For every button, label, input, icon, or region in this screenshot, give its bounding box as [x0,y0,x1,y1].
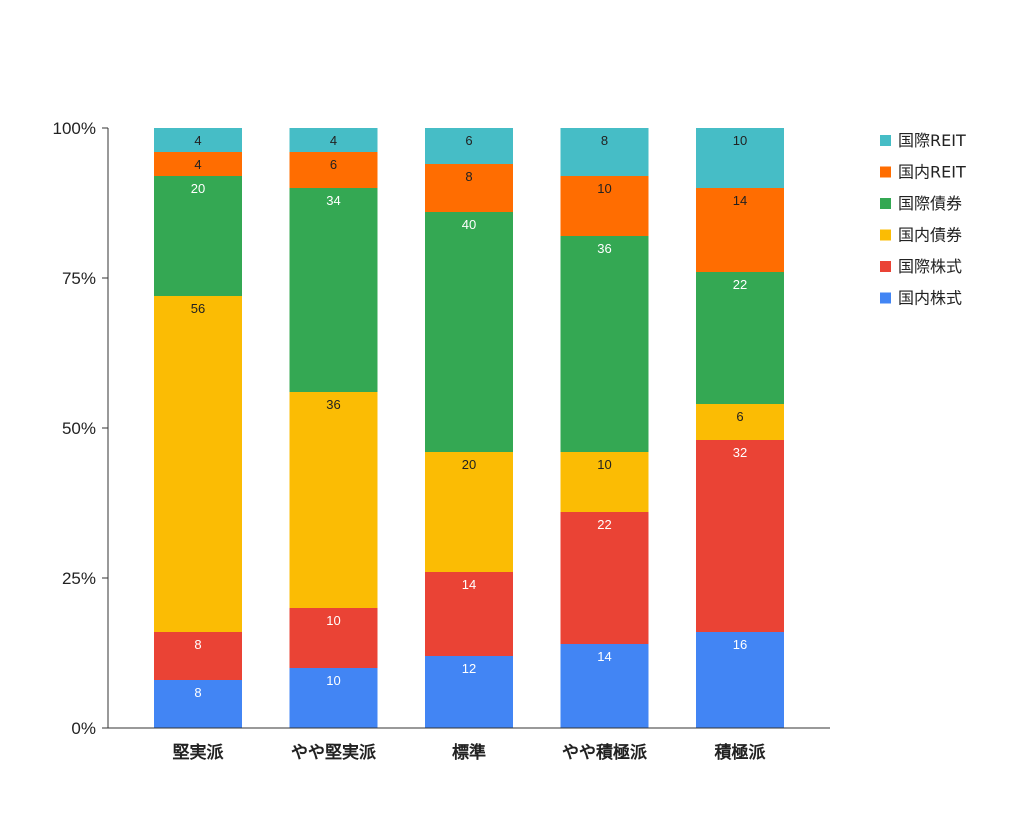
legend-label: 国際REIT [898,131,966,150]
data-label: 14 [597,649,611,664]
data-label: 10 [326,673,340,688]
y-axis-ticks: 0% 25% 50% 75% 100% [53,119,108,738]
data-label: 8 [465,169,472,184]
category-label: やや積極派 [562,742,648,763]
bar-segment [154,296,242,632]
y-tick-label: 75% [62,269,96,288]
y-tick-label: 0% [71,719,96,738]
bar-segment [696,404,784,440]
data-label: 22 [733,277,747,292]
data-label: 56 [191,301,205,316]
data-label: 20 [462,457,476,472]
bar-segment [696,272,784,404]
legend-swatch [880,135,891,146]
bar-segment [560,128,649,176]
y-tick-label: 100% [53,119,96,138]
bar-segment [289,608,378,668]
bar-segment [154,632,242,680]
bar-segment [696,440,784,632]
bar-segment [560,452,649,512]
bar-segment [560,644,649,728]
legend-label: 国内株式 [898,289,962,308]
bar-segment [560,512,649,644]
legend-label: 国際債券 [898,194,962,213]
data-label: 34 [326,193,340,208]
y-tick-label: 25% [62,569,96,588]
bar-segment [425,128,513,164]
data-label: 16 [733,637,747,652]
data-label: 22 [597,517,611,532]
bar-segment [154,152,242,176]
bar-segment [560,236,649,452]
data-label: 4 [194,157,201,172]
bar-segment [289,152,378,188]
data-label: 6 [465,133,472,148]
data-label: 40 [462,217,476,232]
bar-segment [289,392,378,608]
data-label: 36 [597,241,611,256]
bars-layer [154,128,784,728]
y-tick-label: 50% [62,419,96,438]
data-label: 10 [597,457,611,472]
category-label: 積極派 [715,742,767,763]
bar-segment [560,176,649,236]
bar-segment [154,128,242,152]
bar-segment [696,188,784,272]
category-label: 堅実派 [173,742,225,763]
legend-swatch [880,229,891,241]
data-label: 4 [330,133,337,148]
bar-segment [289,188,378,392]
bar-segment [154,680,242,728]
legend-label: 国際株式 [898,257,962,276]
data-label: 6 [330,157,337,172]
data-label: 8 [194,637,201,652]
data-label: 4 [194,133,201,148]
bar-segment [289,668,378,728]
bar-segment [425,212,513,452]
legend-label: 国内REIT [898,163,966,182]
bar-segment [425,164,513,212]
data-label: 36 [326,397,340,412]
category-label: やや堅実派 [291,742,377,763]
data-label: 32 [733,445,747,460]
bar-segment [696,128,784,188]
data-label: 14 [462,577,476,592]
data-label: 8 [601,133,608,148]
data-label: 12 [462,661,476,676]
data-label: 8 [194,685,201,700]
x-axis-categories: 堅実派 やや堅実派 標準 やや積極派 積極派 [173,742,767,763]
segment-labels-layer: 8 8 56 20 4 4 10 10 36 34 6 4 12 14 20 40 8 6 14 22 10 36 10 8 1… [191,133,747,700]
bar-segment [425,572,513,656]
legend-swatch [880,166,891,178]
legend-label: 国内債券 [898,226,962,245]
data-label: 10 [326,613,340,628]
bar-segment [289,128,378,152]
legend-swatch [880,198,891,209]
legend-swatch [880,261,891,272]
bar-segment [696,632,784,728]
bar-segment [154,176,242,296]
category-label: 標準 [452,742,486,763]
data-label: 10 [597,181,611,196]
data-label: 20 [191,181,205,196]
data-label: 6 [736,409,743,424]
data-label: 10 [733,133,747,148]
legend-swatch [880,292,891,304]
bar-segment [425,452,513,572]
data-label: 14 [733,193,747,208]
bar-segment [425,656,513,728]
